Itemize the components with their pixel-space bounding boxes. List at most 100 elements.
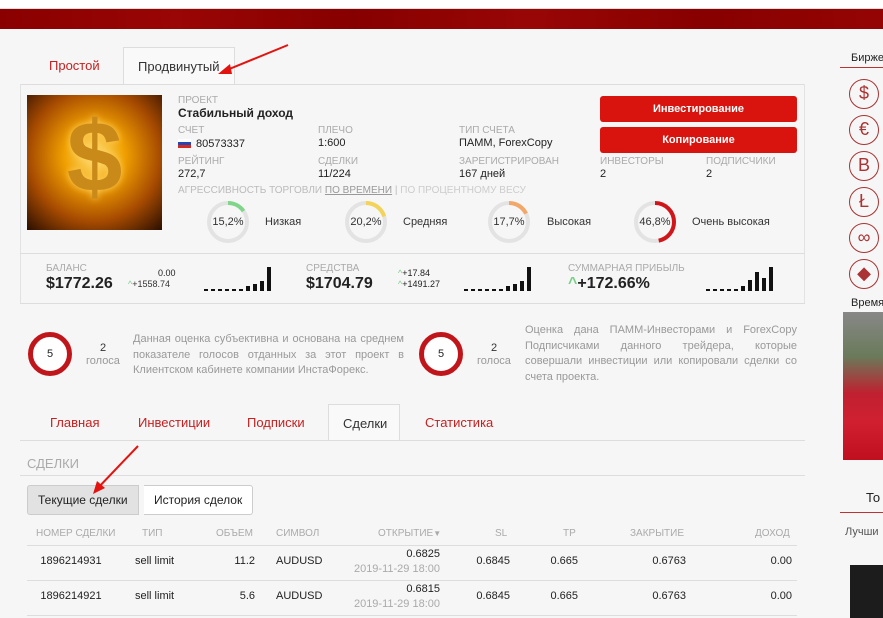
vote-count: 2: [99, 342, 107, 354]
by-time-link[interactable]: ПО ВРЕМЕНИ: [324, 185, 393, 196]
sparkline-bar: [713, 289, 717, 291]
divider: [20, 84, 805, 85]
equity-change-today: +17.84: [402, 268, 431, 278]
divider: [20, 253, 805, 254]
rating-label: РЕЙТИНГ: [178, 156, 225, 167]
tab-statistics[interactable]: Статистика: [425, 415, 494, 430]
sparkline-bar: [485, 288, 489, 291]
sparkline-bar: [204, 288, 208, 291]
current-deals-button[interactable]: Текущие сделки: [27, 485, 139, 515]
divider: [840, 67, 883, 68]
sparkline-bar: [232, 288, 236, 291]
subscribers-value: 2: [706, 168, 713, 180]
table-cell: 11.2: [234, 555, 255, 567]
sparkline-bar: [267, 267, 271, 291]
balance-label: БАЛАНС: [46, 263, 87, 274]
divider: [27, 580, 797, 581]
account-type-value: ПАММ, ForexCopy: [459, 137, 553, 149]
table-cell: 0.6845: [476, 590, 510, 602]
column-header-open[interactable]: ОТКРЫТИЕ▼: [378, 528, 441, 539]
open-price: 0.6825: [406, 548, 440, 560]
invest-button[interactable]: Инвестирование: [600, 96, 797, 122]
project-label: ПРОЕКТ: [178, 95, 219, 106]
open-time: 2019-11-29 18:00: [353, 598, 440, 610]
aggression-percent: 15,2%: [212, 216, 244, 228]
dollar-icon[interactable]: $: [849, 79, 879, 109]
ethereum-icon[interactable]: ◆: [849, 259, 879, 289]
ripple-icon[interactable]: ∞: [849, 223, 879, 253]
sparkline-bar: [741, 286, 745, 291]
aggression-percent: 17,7%: [493, 216, 525, 228]
divider: [20, 303, 805, 304]
table-cell: AUDUSD: [276, 590, 323, 602]
sidebar-image[interactable]: [843, 312, 883, 460]
balance-value: $1772.26: [46, 275, 113, 292]
project-panel: [20, 84, 805, 304]
sparkline-bar: [727, 289, 731, 291]
deal-history-button[interactable]: История сделок: [144, 485, 254, 515]
aggression-donut: [634, 201, 676, 243]
sparkline-bar: [225, 288, 229, 291]
tab-subscriptions[interactable]: Подписки: [247, 415, 305, 430]
table-cell: 0.00: [770, 555, 792, 567]
aggression-percent: 46,8%: [639, 216, 671, 228]
column-header[interactable]: ТИП: [142, 528, 163, 539]
sparkline-bar: [755, 271, 759, 291]
column-header[interactable]: TP: [563, 528, 576, 539]
sparkline-bar: [478, 288, 482, 291]
column-header[interactable]: ДОХОД: [755, 528, 790, 539]
vote-score-circle: 5: [28, 332, 72, 376]
tab-advanced[interactable]: Продвинутый: [123, 47, 235, 85]
tab-simple[interactable]: Простой: [49, 58, 100, 73]
aggression-level-label: Очень высокая: [692, 216, 770, 228]
sidebar-heading: То: [866, 490, 881, 505]
up-arrow-icon: ^: [128, 279, 133, 289]
litecoin-icon[interactable]: Ł: [849, 187, 879, 217]
sparkline-bar: [520, 281, 524, 291]
vote-description: Данная оценка субъективна и основана на …: [133, 333, 404, 376]
sidebar-text: Лучши: [845, 526, 879, 538]
sparkline-bar: [769, 267, 773, 291]
sparkline-bar: [211, 288, 215, 291]
column-header[interactable]: SL: [495, 528, 508, 539]
sparkline-bar: [492, 288, 496, 291]
table-cell: AUDUSD: [276, 555, 323, 567]
site-banner: [0, 9, 883, 29]
project-image: $: [27, 95, 162, 230]
table-cell: 5.6: [239, 590, 255, 602]
divider: [20, 440, 805, 441]
balance-change-total: +1558.74: [132, 279, 171, 289]
aggression-level-label: Средняя: [403, 216, 448, 228]
table-cell: sell limit: [135, 590, 175, 602]
up-arrow-icon: ^: [398, 279, 403, 289]
account-type-label: ТИП СЧЕТА: [459, 125, 515, 136]
sparkline-bar: [706, 289, 710, 291]
by-weight-link[interactable]: ПО ПРОЦЕНТНОМУ ВЕСУ: [400, 185, 526, 196]
divider: [27, 545, 797, 546]
sparkline-bar: [218, 288, 222, 291]
divider: [840, 512, 883, 513]
column-header[interactable]: ЗАКРЫТИЕ: [630, 528, 685, 539]
aggression-donut: [488, 201, 530, 243]
column-header[interactable]: НОМЕР СДЕЛКИ: [36, 528, 116, 539]
column-header[interactable]: СИМВОЛ: [276, 528, 320, 539]
copy-button[interactable]: Копирование: [600, 127, 797, 153]
divider: [27, 615, 797, 616]
bitcoin-icon[interactable]: B: [849, 151, 879, 181]
vote-description: Оценка дана ПАММ-Инвесторами и ForexCopy…: [525, 324, 797, 383]
sparkline-bar: [260, 281, 264, 291]
leverage-value: 1:600: [318, 137, 346, 149]
column-header[interactable]: ОБЪЕМ: [216, 528, 253, 539]
tab-investments[interactable]: Инвестиции: [138, 415, 211, 430]
sparkline-bar: [499, 288, 503, 291]
tab-main[interactable]: Главная: [50, 415, 100, 430]
tab-deals[interactable]: Сделки: [328, 404, 400, 441]
table-cell: sell limit: [135, 555, 175, 567]
vote-count-label: голоса: [477, 355, 511, 367]
open-price: 0.6815: [406, 583, 440, 595]
sparkline-bar: [464, 288, 468, 291]
sparkline-bar: [471, 288, 475, 291]
vote-count: 2: [490, 342, 498, 354]
sidebar-video[interactable]: [850, 565, 883, 618]
euro-icon[interactable]: €: [849, 115, 879, 145]
